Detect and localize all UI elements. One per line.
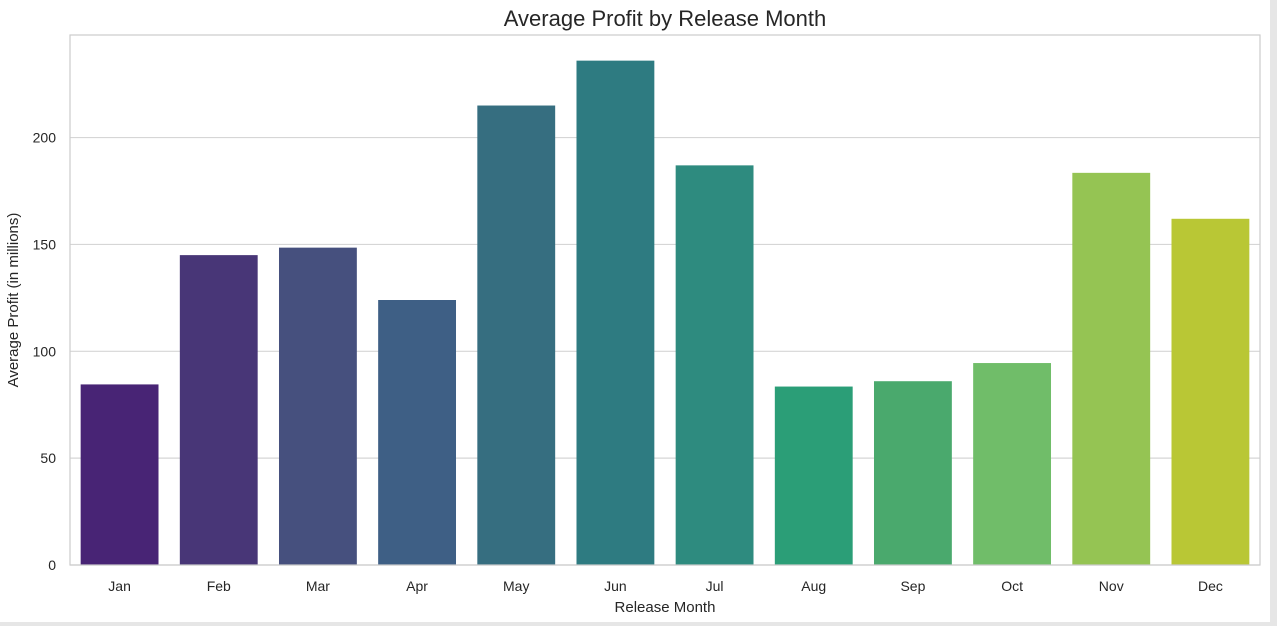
x-tick-label-jul: Jul	[706, 578, 724, 594]
y-axis-label: Average Profit (in millions)	[5, 213, 22, 388]
y-tick-label: 100	[33, 343, 57, 359]
y-tick-label: 50	[40, 450, 56, 466]
bar-mar	[278, 247, 357, 566]
window-edge-bottom	[0, 622, 1277, 626]
plot-frame	[69, 34, 1261, 566]
y-tick-label: 0	[48, 557, 56, 573]
x-tick-labels: Jan Feb Mar Apr May Jun Jul Aug Sep Oct Nov Dec	[108, 578, 1223, 594]
x-tick-label-aug: Aug	[801, 578, 826, 594]
x-tick-label-jan: Jan	[108, 578, 131, 594]
bar-apr	[378, 300, 457, 565]
bar-nov	[1072, 172, 1151, 565]
chart-title: Average Profit by Release Month	[504, 6, 826, 31]
x-tick-label-apr: Apr	[406, 578, 428, 594]
bar-jan	[80, 384, 159, 565]
window-edge-right	[1270, 0, 1277, 626]
bar-dec	[1171, 218, 1250, 565]
x-tick-label-oct: Oct	[1001, 578, 1023, 594]
bar-aug	[774, 386, 853, 565]
x-tick-label-sep: Sep	[900, 578, 925, 594]
y-tick-labels: 0 50 100 150 200	[33, 130, 57, 573]
y-tick-label: 200	[33, 130, 57, 146]
bar-feb	[179, 255, 258, 565]
x-axis-label: Release Month	[615, 599, 716, 616]
x-tick-label-dec: Dec	[1198, 578, 1223, 594]
x-tick-label-jun: Jun	[604, 578, 627, 594]
x-tick-label-nov: Nov	[1099, 578, 1124, 594]
bar-jun	[576, 60, 655, 565]
x-tick-label-may: May	[503, 578, 529, 594]
bar-may	[477, 105, 556, 565]
x-tick-label-feb: Feb	[207, 578, 231, 594]
bars	[80, 60, 1250, 566]
bar-jul	[675, 165, 754, 565]
x-tick-label-mar: Mar	[306, 578, 330, 594]
bar-sep	[873, 381, 952, 565]
bar-oct	[973, 363, 1052, 565]
y-tick-label: 150	[33, 236, 57, 252]
